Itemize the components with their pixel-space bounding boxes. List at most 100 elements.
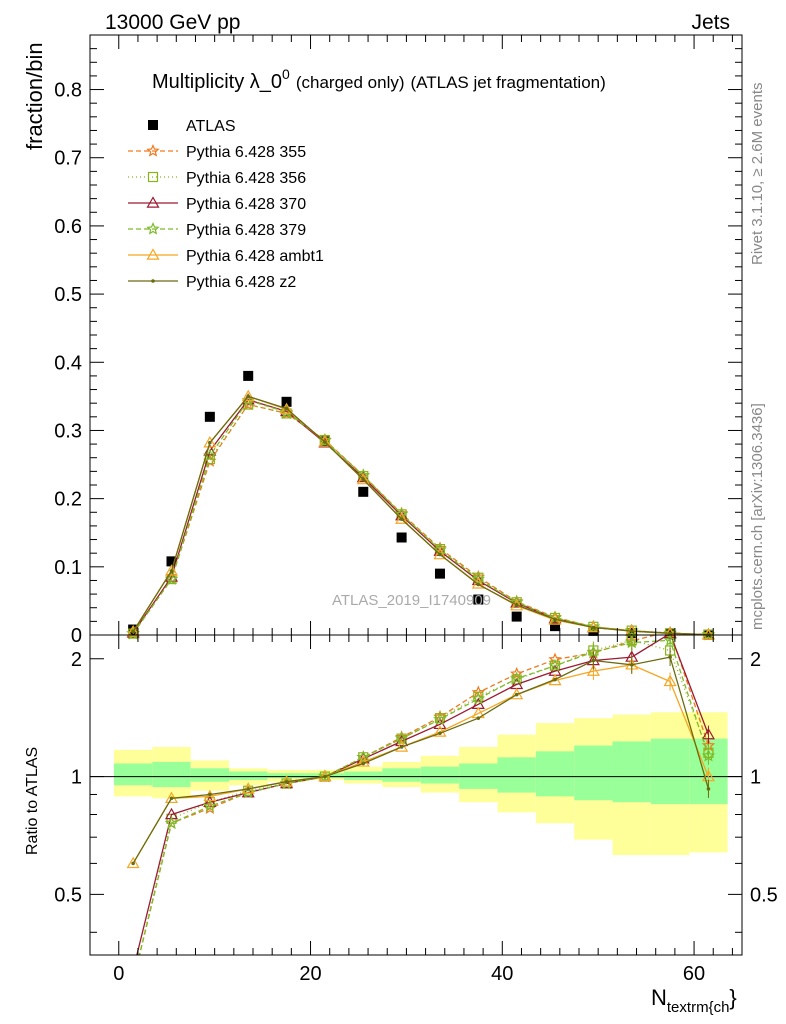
legend-marker-p356: [147, 171, 159, 183]
main-title-text: Multiplicity λ_0: [152, 71, 282, 93]
ratio-uncertainty-band: [90, 712, 742, 856]
data-point-atlas: [396, 532, 407, 543]
data-point-p379: [471, 572, 486, 585]
ratio-point-p379: [433, 712, 447, 726]
ratio-point-ambt1: [586, 664, 600, 676]
ytick-label: 0.5: [54, 284, 82, 306]
legend-label: Pythia 6.428 ambt1: [186, 248, 324, 265]
legend-label: Pythia 6.428 370: [186, 196, 306, 213]
ratio-line-z2: [132, 656, 710, 864]
ratio-point-z2: [668, 655, 672, 659]
data-point-ambt1: [203, 436, 217, 448]
ratio-point-z2: [246, 787, 251, 791]
data-point-z2: [284, 406, 289, 411]
ratio-xlabel-sub: textrm{ch: [667, 999, 730, 1016]
data-point-atlas: [358, 486, 369, 497]
data-point-z2: [438, 552, 442, 557]
band-inner: [420, 766, 460, 784]
legend-marker-ambt1: [146, 248, 160, 260]
data-point-z2: [476, 582, 481, 587]
ratio-point-p379: [663, 635, 677, 646]
band-inner: [574, 745, 613, 801]
data-point-ambt1: [395, 512, 409, 524]
ytick-label: 0.1: [54, 557, 82, 579]
ratio-ytick-label-right: 2: [750, 649, 761, 671]
ratio-point-ambt1: [663, 674, 677, 687]
data-point-z2: [361, 477, 366, 482]
ratio-point-ambt1: [356, 755, 370, 767]
ratio-point-z2: [323, 774, 327, 779]
main-title-suffix1: (charged only): [296, 73, 405, 92]
ratio-point-p379: [624, 635, 639, 649]
ratio-axis-ticks: 0.5 0.51 12 20 20 40 60: [54, 635, 778, 985]
ratio-point-p356: [129, 977, 138, 986]
data-point-p379: [586, 619, 601, 633]
mcplots-label: mcplots.cern.ch [arXiv:1306.3436]: [749, 403, 766, 630]
band-inner: [344, 771, 383, 780]
ratio-point-p370: [701, 727, 715, 740]
band-inner: [152, 761, 191, 788]
ratio-point-p379: [356, 750, 370, 764]
ratio-point-z2: [399, 745, 404, 749]
header-right: Jets: [691, 11, 730, 34]
xtick-label: 20: [299, 963, 321, 985]
data-point-z2: [323, 440, 327, 444]
ratio-point-ambt1: [548, 673, 562, 686]
band-inner: [229, 771, 268, 780]
ytick-label: 0.2: [54, 489, 82, 511]
data-point-atlas: [550, 621, 561, 632]
ratio-ytick-label-left: 2: [71, 649, 82, 671]
legend-label: Pythia 6.428 379: [186, 222, 306, 239]
data-point-z2: [208, 440, 212, 445]
data-point-z2: [668, 631, 672, 636]
ratio-point-z2: [591, 658, 596, 663]
data-point-ambt1: [356, 472, 370, 485]
band-inner: [497, 757, 536, 793]
legend-marker-p355: [146, 143, 160, 157]
data-point-z2: [514, 603, 519, 607]
series-line-p379: [132, 399, 709, 636]
legend-marker-atlas: [148, 120, 158, 130]
ratio-point-p379: [203, 799, 217, 812]
ratio-xlabel: Ntextrm{ch}: [651, 985, 737, 1016]
ratio-ylabel: Ratio to ATLAS: [24, 747, 41, 855]
main-title-sup: 0: [282, 66, 290, 82]
ratio-point-p379: [509, 671, 524, 685]
band-inner: [190, 768, 230, 782]
ratio-ytick-label-right: 1: [750, 767, 761, 789]
data-point-ambt1: [510, 598, 524, 611]
data-point-z2: [246, 394, 251, 399]
ratio-point-p355: [471, 685, 486, 699]
xtick-label: 40: [491, 963, 513, 985]
ratio-point-z2: [629, 663, 634, 667]
ratio-point-p379: [128, 976, 138, 986]
ratio-ytick-label-left: 1: [71, 767, 82, 789]
band-inner: [612, 741, 651, 803]
ratio-point-z2: [476, 716, 481, 720]
ytick-label: 0.7: [54, 148, 82, 170]
data-point-z2: [169, 569, 174, 573]
data-point-atlas: [281, 396, 292, 407]
ratio-point-p355: [548, 652, 562, 666]
data-point-p379: [203, 448, 217, 462]
legend-label: Pythia 6.428 z2: [186, 274, 296, 291]
data-point-z2: [131, 629, 135, 634]
ratio-series-group: [126, 635, 716, 986]
band-inner: [535, 751, 575, 797]
legend-label: Pythia 6.428 355: [186, 144, 306, 161]
ratio-point-z2: [438, 731, 442, 736]
header-left: 13000 GeV pp: [105, 11, 240, 34]
ratio-point-z2: [514, 692, 519, 697]
ratio-xlabel-tail: }: [729, 985, 736, 1010]
data-point-ambt1: [280, 402, 294, 415]
data-point-p379: [701, 627, 716, 641]
ratio-point-ambt1: [126, 856, 140, 869]
main-ylabel: fraction/bin: [22, 42, 47, 150]
ratio-point-ambt1: [433, 725, 447, 737]
ratio-point-p379: [471, 691, 486, 705]
ratio-line-p379: [138, 639, 710, 955]
watermark: ATLAS_2019_I1740909: [332, 592, 491, 609]
ratio-point-z2: [706, 787, 711, 791]
ratio-point-p379: [701, 748, 716, 762]
